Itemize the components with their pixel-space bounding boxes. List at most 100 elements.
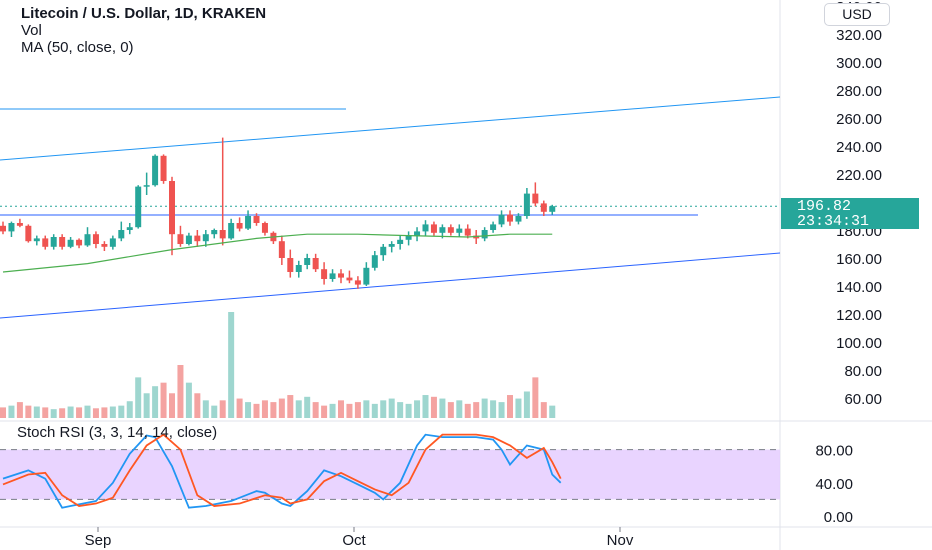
volume-bar	[109, 406, 116, 418]
volume-bar	[236, 398, 243, 418]
volume-bar	[92, 408, 99, 418]
volume-bar	[287, 395, 294, 418]
stoch-k-line	[2, 433, 562, 509]
volume-bar	[76, 407, 83, 418]
stoch-d-line	[2, 433, 562, 507]
bar-countdown-tag: 23:34:31	[781, 214, 919, 229]
candle-body	[321, 269, 328, 279]
volume-bar	[422, 395, 429, 418]
volume-bar	[329, 403, 336, 418]
candle-body	[76, 239, 83, 246]
volume-legend: Vol	[21, 22, 42, 39]
price-tick-label: 280.00	[836, 83, 882, 100]
volume-bar	[498, 402, 505, 418]
volume-bar	[278, 398, 285, 418]
volume-bar	[532, 377, 539, 418]
candle-body	[354, 280, 361, 285]
volume-bar	[33, 406, 40, 418]
stoch-band	[0, 449, 780, 500]
candle-body	[490, 224, 497, 230]
volume-bar	[194, 393, 201, 418]
candle-body	[481, 230, 488, 239]
candle-body	[439, 227, 446, 233]
candle-body	[287, 258, 294, 272]
price-tick-label: 260.00	[836, 111, 882, 128]
stoch-tick-label: 0.00	[824, 509, 853, 526]
volume-bar	[523, 391, 530, 418]
volume-bar	[304, 396, 311, 418]
candle-body	[422, 224, 429, 232]
volume-bar	[59, 408, 66, 418]
volume-bar	[397, 402, 404, 418]
ma-legend: MA (50, close, 0)	[21, 39, 134, 56]
volume-bar	[312, 402, 319, 418]
price-tick-label: 100.00	[836, 335, 882, 352]
candle-body	[169, 181, 175, 235]
stoch-rsi-title: Stoch RSI (3, 3, 14, 14, close)	[17, 424, 218, 441]
volume-bar	[321, 405, 328, 418]
candle-body	[219, 230, 226, 239]
candle-body	[261, 223, 268, 233]
candle-body	[278, 241, 285, 258]
candle-body	[0, 225, 6, 232]
candle-body	[414, 231, 421, 236]
time-tick-label: Oct	[342, 532, 366, 549]
volume-bar	[185, 382, 192, 418]
currency-button[interactable]: USD	[824, 3, 890, 26]
candle-body	[50, 237, 57, 247]
candle-body	[109, 238, 116, 247]
candle-body	[380, 246, 387, 256]
candle-body	[143, 185, 150, 187]
volume-bar	[0, 407, 6, 418]
volume-bar	[228, 312, 235, 418]
volume-bar	[219, 400, 226, 418]
volume-bar	[295, 400, 302, 418]
ma50-line	[2, 233, 553, 273]
candle-body	[338, 273, 344, 278]
volume-bar	[261, 400, 268, 418]
volume-bar	[346, 403, 353, 418]
volume-bar	[50, 409, 57, 418]
volume-bar	[202, 400, 209, 418]
volume-bar	[135, 377, 142, 418]
volume-bar	[380, 400, 387, 418]
candle-body	[245, 216, 252, 229]
volume-bar	[42, 407, 49, 418]
candle-body	[304, 258, 311, 265]
volume-bar	[67, 406, 74, 418]
last-price-tag: 196.82	[781, 198, 919, 215]
candle-body	[126, 227, 133, 230]
candle-body	[363, 267, 370, 285]
volume-bar	[405, 403, 412, 418]
volume-bar	[430, 396, 437, 418]
price-tick-label: 220.00	[836, 167, 882, 184]
candle-body	[523, 193, 530, 216]
candle-body	[160, 155, 167, 181]
candle-body	[464, 228, 471, 236]
lower-channel-line	[0, 252, 781, 319]
candle-body	[228, 223, 235, 239]
volume-bar	[464, 403, 471, 418]
volume-bar	[507, 395, 513, 418]
volume-bar	[169, 393, 175, 418]
candle-body	[59, 237, 66, 247]
upper-channel-line	[0, 96, 781, 161]
volume-bar	[447, 402, 454, 418]
candle-body	[236, 223, 243, 229]
candle-body	[118, 230, 125, 239]
volume-bar	[143, 393, 150, 418]
price-tick-label: 120.00	[836, 307, 882, 324]
volume-bar	[490, 400, 497, 418]
stoch-tick-label: 80.00	[815, 443, 853, 460]
volume-bar	[515, 398, 522, 418]
candle-body	[194, 235, 201, 242]
volume-bar	[16, 402, 23, 418]
volume-bar	[363, 400, 370, 418]
candle-body	[447, 227, 454, 233]
volume-bar	[177, 365, 184, 418]
price-tick-label: 80.00	[844, 363, 882, 380]
candle-body	[25, 225, 32, 242]
volume-bar	[388, 398, 395, 418]
candle-body	[185, 235, 192, 244]
